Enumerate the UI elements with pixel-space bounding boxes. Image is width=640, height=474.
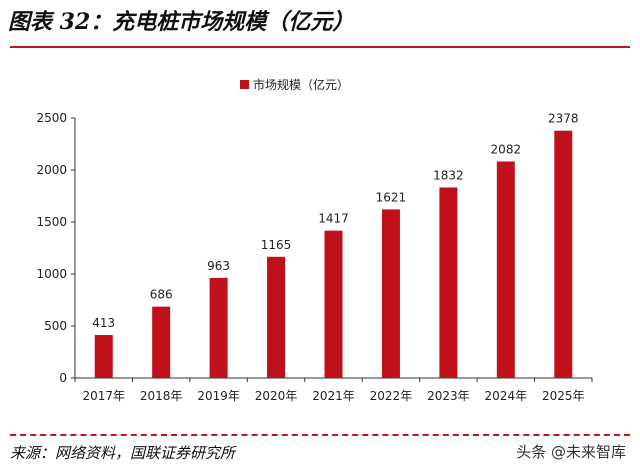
bar-value-label: 413 xyxy=(92,316,115,330)
bar-value-label: 2082 xyxy=(491,142,522,156)
figure-title: 图表 32：充电桩市场规模（亿元） xyxy=(8,9,355,35)
x-tick-label: 2018年 xyxy=(140,389,183,403)
x-tick-label: 2024年 xyxy=(485,389,528,403)
source-note: 来源：网络资料，国联证券研究所 xyxy=(10,444,236,462)
bar-value-label: 1621 xyxy=(376,190,407,204)
title-divider xyxy=(10,46,630,48)
bar-value-label: 963 xyxy=(207,259,230,273)
bar xyxy=(152,306,171,378)
x-axis-ticks: 2017年 2018年 2019年 2020年 2021年 2022年 2023年 2024年… xyxy=(74,378,593,403)
y-tick-label: 2500 xyxy=(36,111,67,125)
y-tick-label: 0 xyxy=(59,371,67,385)
legend-swatch xyxy=(240,80,249,89)
x-tick-label: 2023年 xyxy=(427,389,470,403)
bar-value-label: 1417 xyxy=(318,212,349,226)
bar xyxy=(381,209,400,378)
bar xyxy=(267,256,286,378)
x-tick-label: 2025年 xyxy=(542,389,585,403)
x-tick-label: 2020年 xyxy=(255,389,298,403)
footer-divider xyxy=(10,434,630,436)
chart-legend: 市场规模（亿元） xyxy=(240,77,349,92)
y-tick-label: 500 xyxy=(44,319,67,333)
y-tick-label: 2000 xyxy=(36,163,67,177)
bar xyxy=(554,130,573,378)
data-labels: 413 686 963 1165 1417 1621 1832 2082 2378 xyxy=(92,112,578,330)
bar-value-label: 686 xyxy=(150,288,173,302)
x-tick-label: 2022年 xyxy=(370,389,413,403)
bar-value-label: 1165 xyxy=(261,238,292,252)
bar xyxy=(94,335,113,378)
legend-label: 市场规模（亿元） xyxy=(253,77,349,92)
bar xyxy=(439,187,458,378)
bar xyxy=(496,161,515,378)
y-axis-ticks: 0 500 1000 1500 2000 2500 xyxy=(36,111,75,385)
watermark: 头条 @未来智库 xyxy=(516,443,626,461)
y-tick-label: 1500 xyxy=(36,215,67,229)
bar-series xyxy=(94,130,573,378)
x-tick-label: 2021年 xyxy=(312,389,355,403)
bar-value-label: 2378 xyxy=(548,112,579,126)
x-tick-label: 2019年 xyxy=(197,389,240,403)
x-tick-label: 2017年 xyxy=(82,389,125,403)
y-tick-label: 1000 xyxy=(36,267,67,281)
bar-value-label: 1832 xyxy=(433,168,464,182)
bar xyxy=(209,277,228,378)
bar xyxy=(324,230,343,378)
